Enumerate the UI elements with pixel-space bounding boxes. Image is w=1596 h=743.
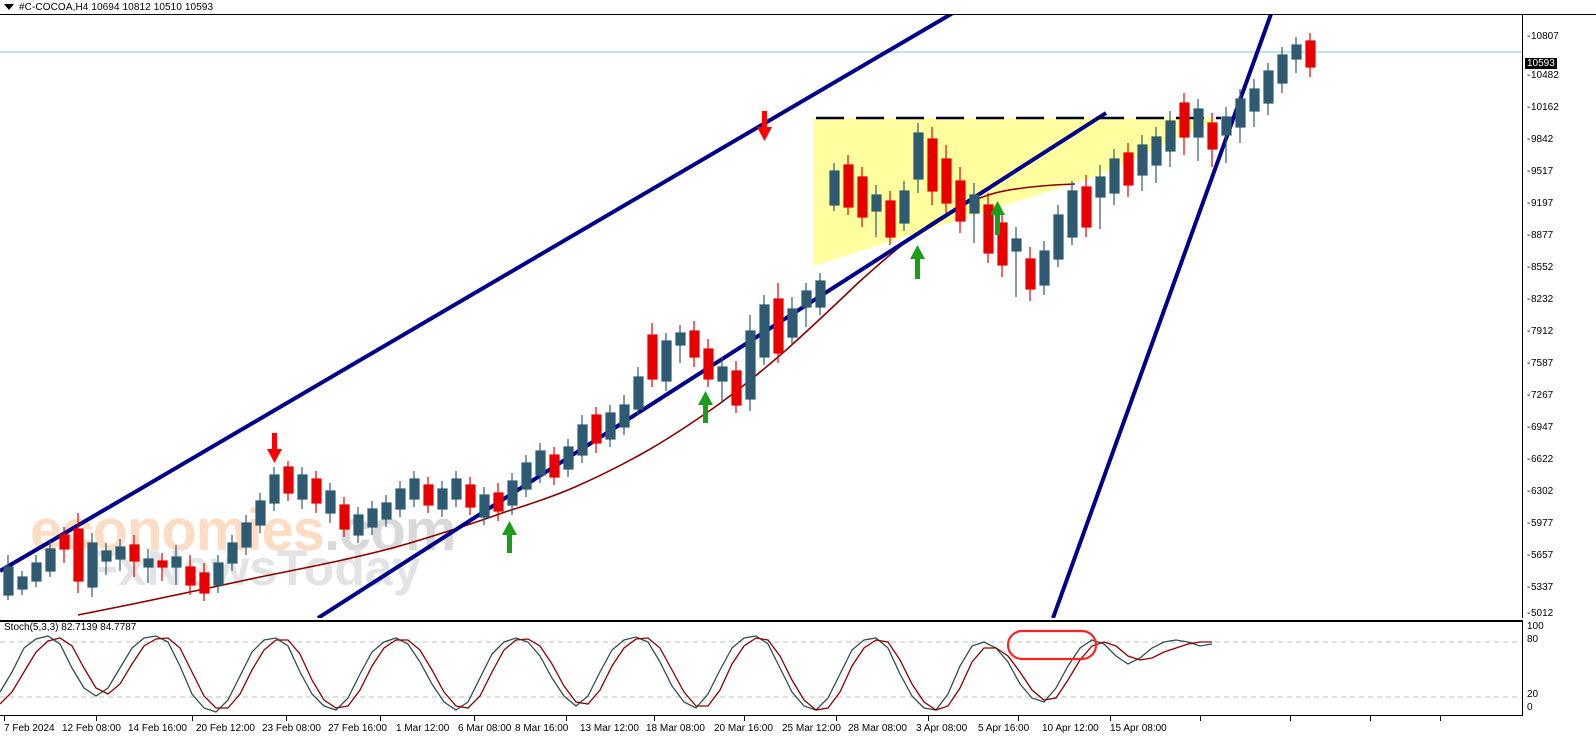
price-tick: -6622 — [1527, 454, 1554, 465]
stoch-tick: 80 — [1527, 634, 1539, 645]
current-price-badge: 10593 — [1525, 58, 1557, 69]
time-tick — [4, 716, 5, 721]
price-tick: -6302 — [1527, 486, 1554, 497]
time-label: 7 Feb 2024 — [4, 723, 55, 734]
up-arrow-1 — [502, 521, 517, 553]
time-axis[interactable]: 7 Feb 2024 12 Feb 08:00 14 Feb 16:00 20 … — [0, 715, 1523, 743]
price-tick: -5337 — [1527, 582, 1554, 593]
time-label: 20 Mar 16:00 — [714, 723, 773, 734]
time-tick — [1110, 716, 1111, 721]
up-arrow-4 — [990, 201, 1005, 235]
price-tick: -6947 — [1527, 422, 1554, 433]
time-tick — [380, 716, 381, 721]
stochastic-axis[interactable]: 100 80 20 0 — [1523, 620, 1596, 715]
time-tick — [1290, 716, 1291, 721]
time-label: 13 Mar 12:00 — [580, 723, 639, 734]
time-label: 27 Feb 16:00 — [328, 723, 387, 734]
time-label: 12 Feb 08:00 — [62, 723, 121, 734]
time-tick — [96, 716, 97, 721]
stochastic-canvas — [0, 629, 1522, 713]
stochastic-d-line — [0, 637, 1212, 711]
price-tick: -10482 — [1527, 70, 1559, 81]
time-label: 1 Mar 12:00 — [396, 723, 450, 734]
time-label: 8 Mar 16:00 — [515, 723, 569, 734]
price-tick: -9517 — [1527, 166, 1554, 177]
triangle-down-icon[interactable] — [4, 4, 14, 10]
signal-arrows — [267, 111, 1005, 553]
time-label: 10 Apr 12:00 — [1042, 723, 1099, 734]
time-tick — [192, 716, 193, 721]
price-tick: -8552 — [1527, 262, 1554, 273]
price-tick: -8877 — [1527, 230, 1554, 241]
time-label: 18 Mar 08:00 — [646, 723, 705, 734]
price-axis[interactable]: -10807 10593 -10482 -10162 -9842 -9517 -… — [1523, 15, 1596, 618]
time-tick — [286, 716, 287, 721]
price-tick: -9197 — [1527, 198, 1554, 209]
time-tick — [1370, 716, 1371, 721]
time-tick — [1200, 716, 1201, 721]
price-tick: -7267 — [1527, 390, 1554, 401]
time-label: 6 Mar 08:00 — [458, 723, 512, 734]
price-tick: -10162 — [1527, 102, 1559, 113]
time-tick — [1018, 716, 1019, 721]
price-tick: -7912 — [1527, 326, 1554, 337]
price-chart-pane[interactable]: economies.com FxNewsToday — [0, 15, 1523, 618]
price-tick: -7587 — [1527, 358, 1554, 369]
time-tick — [836, 716, 837, 721]
chart-header: #C-COCOA,H4 10694 10812 10510 10593 — [0, 0, 1596, 15]
down-arrow-1 — [267, 433, 282, 463]
red-ellipse-annotation — [1006, 629, 1098, 661]
price-chart-canvas — [0, 15, 1522, 618]
stochastic-label: Stoch(5,3,3) 82.7139 84.7787 — [4, 622, 137, 633]
time-label: 3 Apr 08:00 — [916, 723, 968, 734]
stoch-tick: 0 — [1527, 702, 1533, 713]
price-tick: -5657 — [1527, 550, 1554, 561]
time-tick — [1440, 716, 1441, 721]
stochastic-k-line — [0, 635, 1213, 713]
time-tick — [474, 716, 475, 721]
stoch-tick: 100 — [1527, 621, 1544, 632]
price-tick: -5012 — [1527, 608, 1554, 618]
time-label: 28 Mar 08:00 — [848, 723, 907, 734]
candlestick-series — [3, 33, 1316, 601]
time-tick — [744, 716, 745, 721]
stoch-tick: 20 — [1527, 689, 1539, 700]
up-arrow-2 — [698, 391, 713, 423]
price-tick: -9842 — [1527, 134, 1554, 145]
time-tick — [654, 716, 655, 721]
price-tick: -10807 — [1527, 31, 1559, 42]
time-label: 23 Feb 08:00 — [262, 723, 321, 734]
time-tick — [566, 716, 567, 721]
price-tick: -5977 — [1527, 518, 1554, 529]
down-arrow-2 — [757, 111, 772, 141]
price-tick: -8232 — [1527, 294, 1554, 305]
time-label: 14 Feb 16:00 — [128, 723, 187, 734]
time-label: 15 Apr 08:00 — [1110, 723, 1167, 734]
time-label: 5 Apr 16:00 — [978, 723, 1030, 734]
navy-trendline-upper — [0, 15, 954, 573]
symbol-info-label: #C-COCOA,H4 10694 10812 10510 10593 — [19, 1, 214, 13]
up-arrow-3 — [910, 245, 925, 279]
time-label: 25 Mar 12:00 — [782, 723, 841, 734]
stochastic-pane[interactable]: Stoch(5,3,3) 82.7139 84.7787 — [0, 620, 1523, 715]
time-label: 20 Feb 12:00 — [196, 723, 255, 734]
time-tick — [928, 716, 929, 721]
